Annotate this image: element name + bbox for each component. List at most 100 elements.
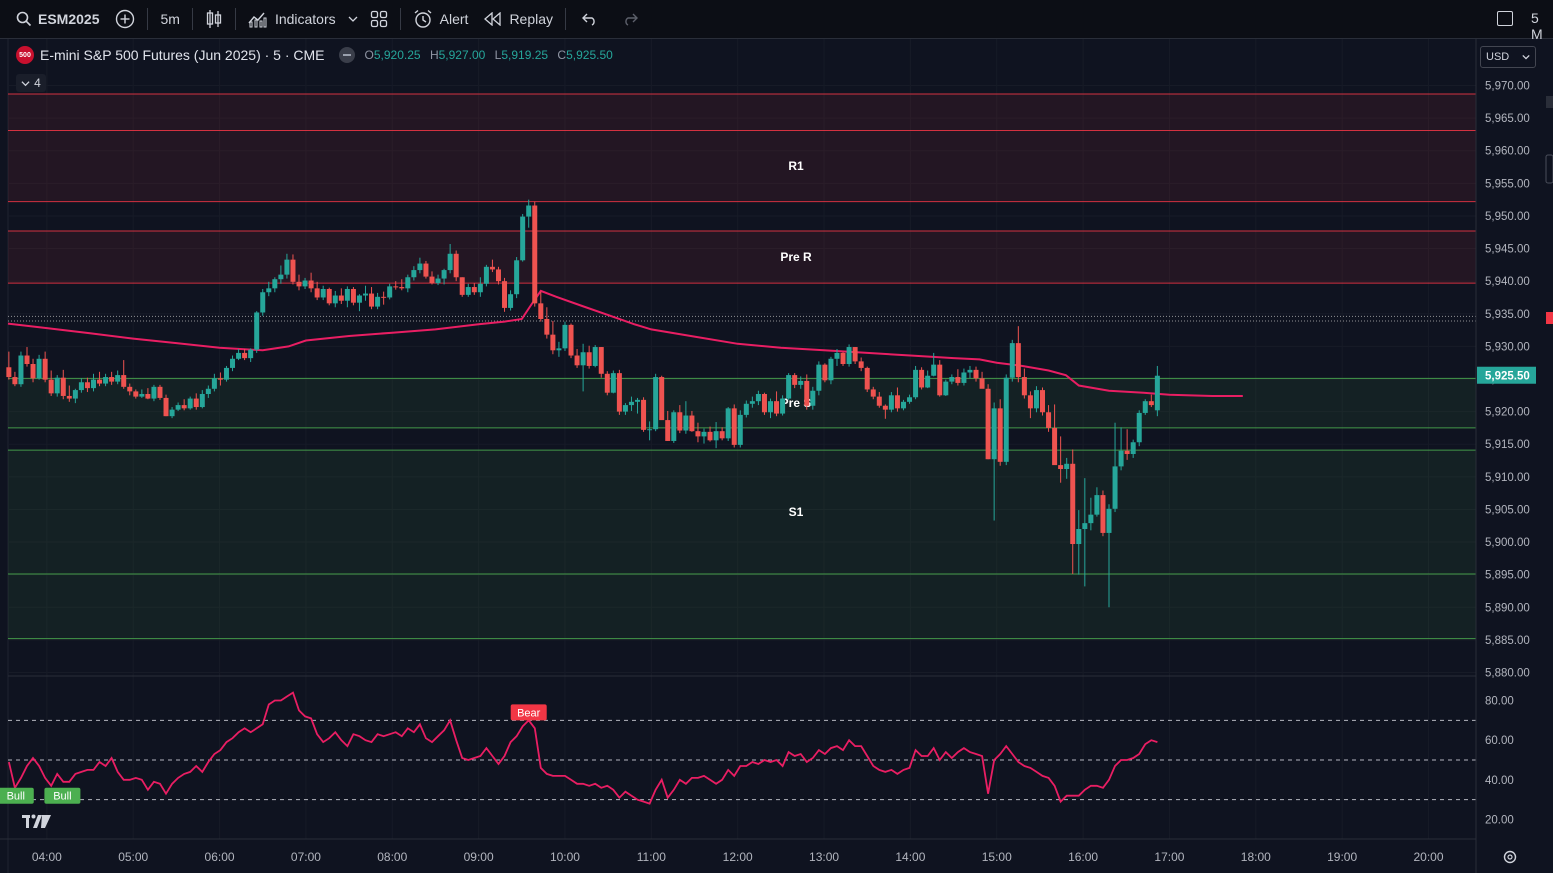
candle-up (477, 277, 483, 297)
candle-up (1130, 439, 1136, 458)
candle-body (121, 375, 127, 387)
symbol-title[interactable]: E-mini S&P 500 Futures (Jun 2025) · 5 · … (40, 47, 325, 63)
redo-button[interactable] (610, 0, 650, 38)
time-axis[interactable]: 04:00 05:00 06:00 07:00 08:00 09:00 10:00 11:00… (32, 850, 1444, 864)
candle-up (175, 402, 181, 411)
candle-body (163, 397, 169, 417)
indicators-collapse-button[interactable]: 4 (16, 74, 46, 92)
candle-down (6, 351, 12, 380)
candle-body (514, 260, 520, 295)
candle-down (121, 360, 127, 389)
price-tick-label: 5,920.00 (1485, 407, 1530, 419)
settings-icon[interactable] (1503, 850, 1517, 864)
candle-down (864, 366, 870, 393)
undo-button[interactable] (570, 0, 610, 38)
indicators-button[interactable]: Indicators (240, 0, 344, 38)
price-axis[interactable]: 5,970.00 5,965.00 5,960.00 5,955.00 5,950.00… (1477, 81, 1536, 680)
zone-label: Pre R (780, 250, 812, 264)
candle-body (187, 398, 193, 409)
candle-up (725, 407, 731, 441)
scroll-handle[interactable] (1546, 96, 1553, 108)
candle-body (598, 347, 604, 374)
candle-body (139, 394, 145, 397)
candle-down (804, 374, 810, 410)
compare-button[interactable] (107, 0, 143, 38)
signal-label-bg (0, 787, 34, 804)
oscillator-tick-label: 40.00 (1485, 775, 1514, 787)
signal-label-bg (510, 704, 547, 721)
candle-up (767, 398, 773, 419)
candle-up (302, 277, 308, 289)
candle-body (18, 355, 24, 385)
candle-body (1136, 412, 1142, 443)
candle-body (278, 274, 284, 280)
chart-type-button[interactable] (197, 0, 231, 38)
candle-body (725, 408, 731, 439)
candle-up (260, 288, 266, 316)
candle-up (18, 351, 24, 387)
candle-body (580, 352, 586, 366)
high-value: 5,927.00 (438, 48, 486, 62)
candle-up (1076, 510, 1082, 575)
time-tick-label: 14:00 (895, 850, 925, 864)
candle-body (1118, 450, 1124, 467)
signal-label-text: Bull (53, 791, 71, 803)
candle-body (967, 369, 973, 373)
legend-menu-button[interactable] (338, 47, 355, 63)
candle-body (556, 348, 562, 351)
candle-body (925, 375, 931, 388)
candle-up (562, 321, 568, 351)
candle-down (604, 371, 610, 396)
candle-body (1148, 401, 1154, 406)
candle-up (405, 274, 411, 293)
candle-body (767, 401, 773, 413)
candle-body (169, 409, 175, 417)
candle-body (230, 358, 236, 368)
currency-select[interactable]: USD (1480, 46, 1536, 68)
candle-body (399, 287, 405, 289)
candle-body (538, 303, 544, 319)
candle-body (30, 363, 36, 379)
toolbar-divider (234, 8, 236, 30)
candle-body (701, 431, 707, 437)
candle-up (514, 257, 520, 299)
price-tick-label: 5,905.00 (1485, 504, 1530, 516)
alert-button[interactable]: Alert (405, 0, 477, 38)
candle-down (665, 410, 671, 441)
currency-label: USD (1486, 51, 1510, 63)
time-tick-label: 09:00 (464, 850, 494, 864)
candle-up (320, 285, 326, 301)
candle-body (477, 283, 483, 293)
scroll-handle-2[interactable] (1545, 154, 1553, 184)
price-tick-label: 5,880.00 (1485, 668, 1530, 680)
candle-body (272, 279, 278, 289)
candle-body (659, 377, 665, 421)
layouts-button[interactable] (362, 0, 396, 38)
indicators-dropdown[interactable] (344, 0, 362, 38)
candle-body (907, 397, 913, 402)
candle-up (1136, 410, 1142, 447)
candle-body (1154, 375, 1160, 411)
interval-button[interactable]: 5m (152, 0, 187, 38)
plus-circle-icon (116, 9, 135, 29)
candle-down (163, 394, 169, 417)
candle-down (1100, 490, 1106, 537)
fullscreen-checkbox[interactable] (1497, 11, 1513, 26)
candle-up (483, 264, 489, 287)
replay-button[interactable]: Replay (476, 0, 561, 38)
price-tick-label: 5,915.00 (1485, 439, 1530, 451)
candle-down (393, 281, 399, 290)
alert-label: Alert (439, 11, 469, 27)
candle-body (381, 296, 387, 298)
candle-body (991, 408, 997, 460)
price-tick-label: 5,960.00 (1485, 146, 1530, 158)
candle-down (707, 426, 713, 442)
candle-body (1046, 412, 1052, 428)
candle-up (755, 390, 761, 406)
candle-up (90, 373, 96, 392)
symbol-search[interactable]: ESM2025 (0, 0, 107, 38)
candle-up (925, 370, 931, 389)
candle-body (66, 395, 72, 399)
